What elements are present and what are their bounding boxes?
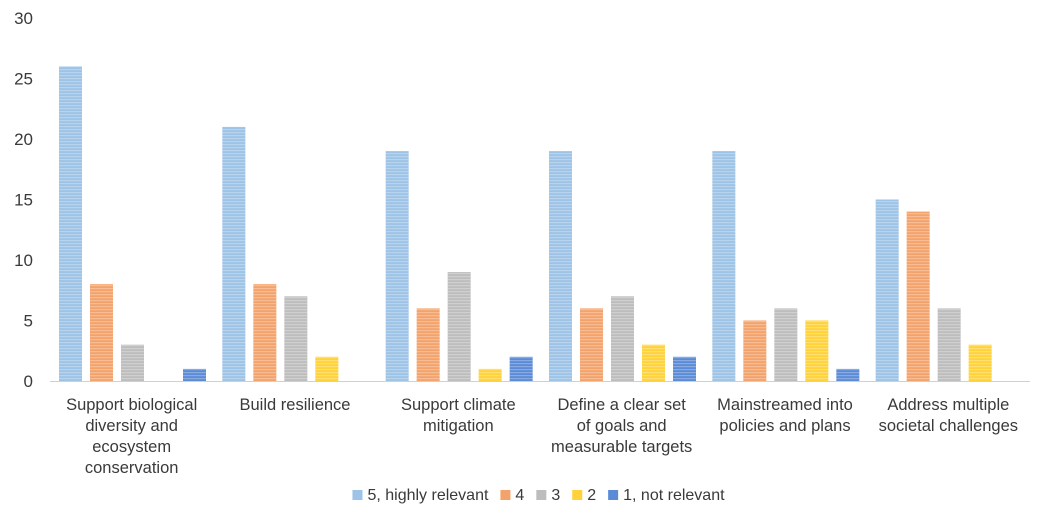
bar-5-series-3	[774, 308, 798, 381]
y-tick-label: 15	[14, 191, 33, 210]
legend-swatch	[352, 490, 363, 500]
legend-item: 5, highly relevant	[352, 487, 489, 504]
legend-label: 3	[551, 487, 560, 504]
bar-1-series-1	[59, 66, 82, 382]
x-category-label-line: measurable targets	[551, 438, 692, 456]
legend-label: 2	[587, 487, 596, 504]
bars-group	[59, 66, 992, 382]
bar-4-series-1	[549, 151, 572, 381]
x-category-label-line: policies and plans	[719, 417, 850, 435]
legend-swatch	[608, 490, 619, 500]
bar-4-series-4	[642, 344, 665, 381]
x-category-label-line: societal challenges	[879, 417, 1018, 435]
bar-1-series-5	[183, 368, 206, 381]
bar-3-series-3	[447, 272, 471, 381]
x-category-label-line: Support biological	[66, 396, 197, 414]
bar-3-series-5	[509, 356, 533, 381]
legend-item: 2	[572, 487, 596, 504]
y-tick-label: 5	[24, 312, 33, 331]
legend-swatch	[572, 490, 583, 500]
bar-5-series-2	[743, 320, 767, 381]
bar-6-series-1	[875, 199, 899, 381]
legend-item: 1, not relevant	[608, 487, 725, 504]
x-category-label-line: mitigation	[423, 417, 494, 435]
legend-item: 4	[500, 487, 524, 504]
bar-3-series-4	[478, 368, 502, 381]
y-tick-label: 25	[14, 70, 33, 89]
y-tick-label: 30	[14, 9, 33, 28]
legend-item: 3	[536, 487, 560, 504]
legend-label: 5, highly relevant	[367, 487, 489, 504]
bar-4-series-2	[580, 308, 603, 381]
bar-5-series-1	[712, 151, 736, 381]
y-tick-label: 20	[14, 130, 33, 149]
x-category-label-line: ecosystem	[92, 438, 171, 456]
bar-2-series-3	[284, 296, 308, 381]
bar-3-series-2	[416, 308, 440, 381]
bar-6-series-2	[906, 211, 930, 381]
x-category-label-line: of goals and	[577, 417, 667, 435]
legend-label: 4	[515, 487, 524, 504]
x-axis-labels: Support biological diversity and ecosystem…	[66, 396, 1018, 477]
x-category-label-line: Build resilience	[240, 396, 351, 414]
legend-swatch	[536, 490, 547, 500]
bar-5-series-5	[836, 368, 860, 381]
x-category-label-line: Support climate	[401, 396, 516, 414]
bar-6-series-4	[968, 344, 992, 381]
legend: 5, highly relevant 4 3 2 1, not relevant	[352, 487, 725, 504]
x-category-label-line: Mainstreamed into	[717, 396, 853, 414]
bar-2-series-4	[315, 356, 339, 381]
bar-5-series-4	[805, 320, 829, 381]
bar-1-series-2	[90, 284, 113, 381]
y-tick-label: 0	[24, 372, 33, 391]
x-category-label: Mainstreamed into policies and plans	[717, 396, 853, 435]
x-category-label: Support biological diversity and ecosystem…	[66, 396, 197, 477]
legend-swatch	[500, 490, 511, 500]
x-category-label-line: Define a clear set	[557, 396, 686, 414]
y-axis: 0 5 10 15 20 25 30	[14, 9, 33, 391]
x-category-label: Address multiple societal challenges	[879, 396, 1018, 435]
bar-2-series-1	[222, 126, 246, 382]
bar-4-series-5	[673, 356, 696, 381]
x-category-label: Support climate mitigation	[401, 396, 516, 435]
bar-3-series-1	[385, 151, 409, 381]
x-category-label: Build resilience	[240, 396, 351, 414]
legend-label: 1, not relevant	[623, 487, 725, 504]
x-category-label-line: Address multiple	[887, 396, 1009, 414]
x-category-label-line: conservation	[85, 459, 179, 477]
bar-1-series-3	[121, 344, 144, 381]
bar-2-series-2	[253, 284, 277, 381]
y-tick-label: 10	[14, 251, 33, 270]
bar-6-series-3	[937, 308, 961, 381]
bar-4-series-3	[611, 296, 634, 381]
x-category-label-line: diversity and	[85, 417, 178, 435]
x-category-label: Define a clear set of goals and measurable…	[551, 396, 692, 456]
